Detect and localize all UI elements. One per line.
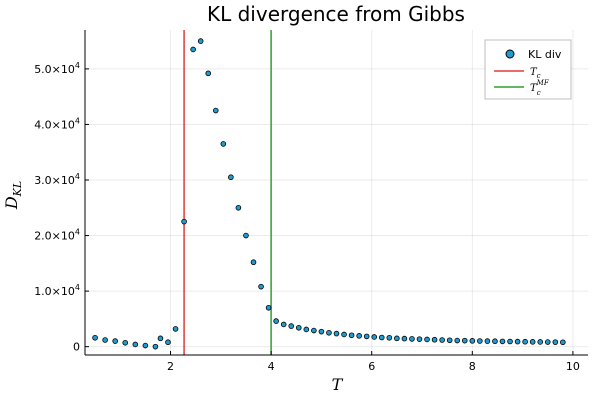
- y-axis-label-main: D: [2, 196, 21, 210]
- data-point: [165, 339, 171, 346]
- data-point: [122, 339, 129, 346]
- data-point: [212, 107, 219, 114]
- y-tick-label-2: 2.0×104: [34, 228, 80, 243]
- data-point: [197, 38, 204, 44]
- legend-label-tc-mf-main: T: [530, 83, 538, 94]
- grid-lines: [85, 30, 588, 355]
- data-point: [318, 328, 325, 335]
- data-point: [102, 337, 108, 343]
- x-ticks: 2 4 6 8 10: [167, 351, 580, 373]
- data-point: [484, 338, 491, 344]
- data-point: [295, 324, 302, 331]
- data-point: [507, 338, 513, 345]
- data-point: [424, 336, 430, 343]
- data-point: [333, 330, 340, 337]
- legend-box: [484, 39, 572, 100]
- data-point: [205, 70, 212, 77]
- y-tick-label-0: 0: [73, 341, 80, 354]
- legend-label-tc-main: T: [530, 67, 538, 78]
- axes: [84, 30, 588, 356]
- y-ticks: 0 1.0×104 2.0×104 3.0×104 4.0×104 5.0×104: [34, 61, 89, 354]
- x-axis-label: T: [332, 375, 344, 394]
- data-point: [416, 336, 423, 342]
- legend: KL div Tc TMF c: [484, 39, 572, 100]
- data-point: [190, 46, 196, 53]
- legend-label-tc-sub: c: [537, 72, 541, 80]
- data-point: [386, 334, 393, 341]
- data-point: [243, 232, 249, 239]
- data-point: [522, 338, 528, 345]
- data-point: [401, 335, 408, 342]
- data-point: [288, 323, 295, 329]
- legend-label-tc-mf: TMF c: [530, 79, 550, 97]
- x-tick-label-4: 10: [566, 360, 580, 373]
- data-point: [537, 339, 544, 345]
- data-point: [341, 331, 347, 338]
- data-point: [235, 204, 242, 211]
- legend-label-tc-mf-sub: c: [537, 89, 541, 97]
- legend-label-tc: Tc: [530, 67, 541, 80]
- chart-title: KL divergence from Gibbs: [207, 2, 465, 26]
- y-axis-label-sub: KL: [11, 181, 24, 198]
- x-tick-label-3: 8: [469, 360, 476, 373]
- data-point: [461, 337, 468, 344]
- data-point: [92, 334, 98, 341]
- data-point: [172, 326, 179, 332]
- data-point: [552, 339, 559, 345]
- y-tick-label-3: 3.0×104: [34, 172, 80, 187]
- data-point: [378, 334, 385, 341]
- data-point: [394, 335, 400, 342]
- data-point: [529, 339, 536, 345]
- vertical-reference-lines: [183, 30, 272, 355]
- data-point: [132, 341, 139, 348]
- data-point: [454, 337, 461, 344]
- data-point: [152, 343, 159, 350]
- data-point: [544, 339, 551, 345]
- y-tick-label-1: 1.0×104: [34, 283, 80, 298]
- data-points: [92, 38, 566, 350]
- data-point: [181, 218, 187, 225]
- data-point: [356, 333, 362, 339]
- data-point: [363, 333, 370, 340]
- x-tick-label-1: 4: [268, 360, 275, 373]
- x-tick-label-0: 2: [167, 360, 174, 373]
- data-point: [280, 321, 287, 328]
- legend-label-tc-mf-sup: MF: [536, 79, 550, 87]
- data-point: [431, 336, 438, 343]
- data-point: [499, 338, 506, 345]
- y-tick-label-4: 4.0×104: [34, 116, 80, 131]
- data-point: [273, 318, 279, 324]
- x-tick-label-2: 6: [368, 360, 375, 373]
- data-point: [142, 342, 149, 349]
- data-point: [258, 283, 264, 290]
- data-point: [439, 337, 445, 343]
- data-point: [409, 336, 415, 342]
- data-point: [348, 332, 355, 339]
- data-point: [469, 338, 476, 344]
- data-point: [326, 329, 332, 336]
- data-point: [220, 141, 227, 147]
- data-point: [228, 174, 234, 181]
- y-axis-label: DKL: [2, 181, 24, 210]
- y-tick-label-5: 5.0×104: [34, 61, 80, 76]
- data-point: [477, 338, 483, 344]
- data-point: [371, 334, 378, 340]
- data-point: [157, 335, 164, 342]
- data-point: [311, 327, 317, 334]
- legend-marker-kl-div: [505, 49, 515, 59]
- data-point: [250, 259, 257, 266]
- data-point: [265, 304, 272, 311]
- data-point: [112, 338, 118, 344]
- data-point: [560, 339, 566, 346]
- data-point: [446, 337, 453, 344]
- data-point: [492, 338, 498, 345]
- data-point: [514, 338, 521, 345]
- data-point: [303, 326, 310, 333]
- legend-label-kl-div: KL div: [528, 48, 562, 61]
